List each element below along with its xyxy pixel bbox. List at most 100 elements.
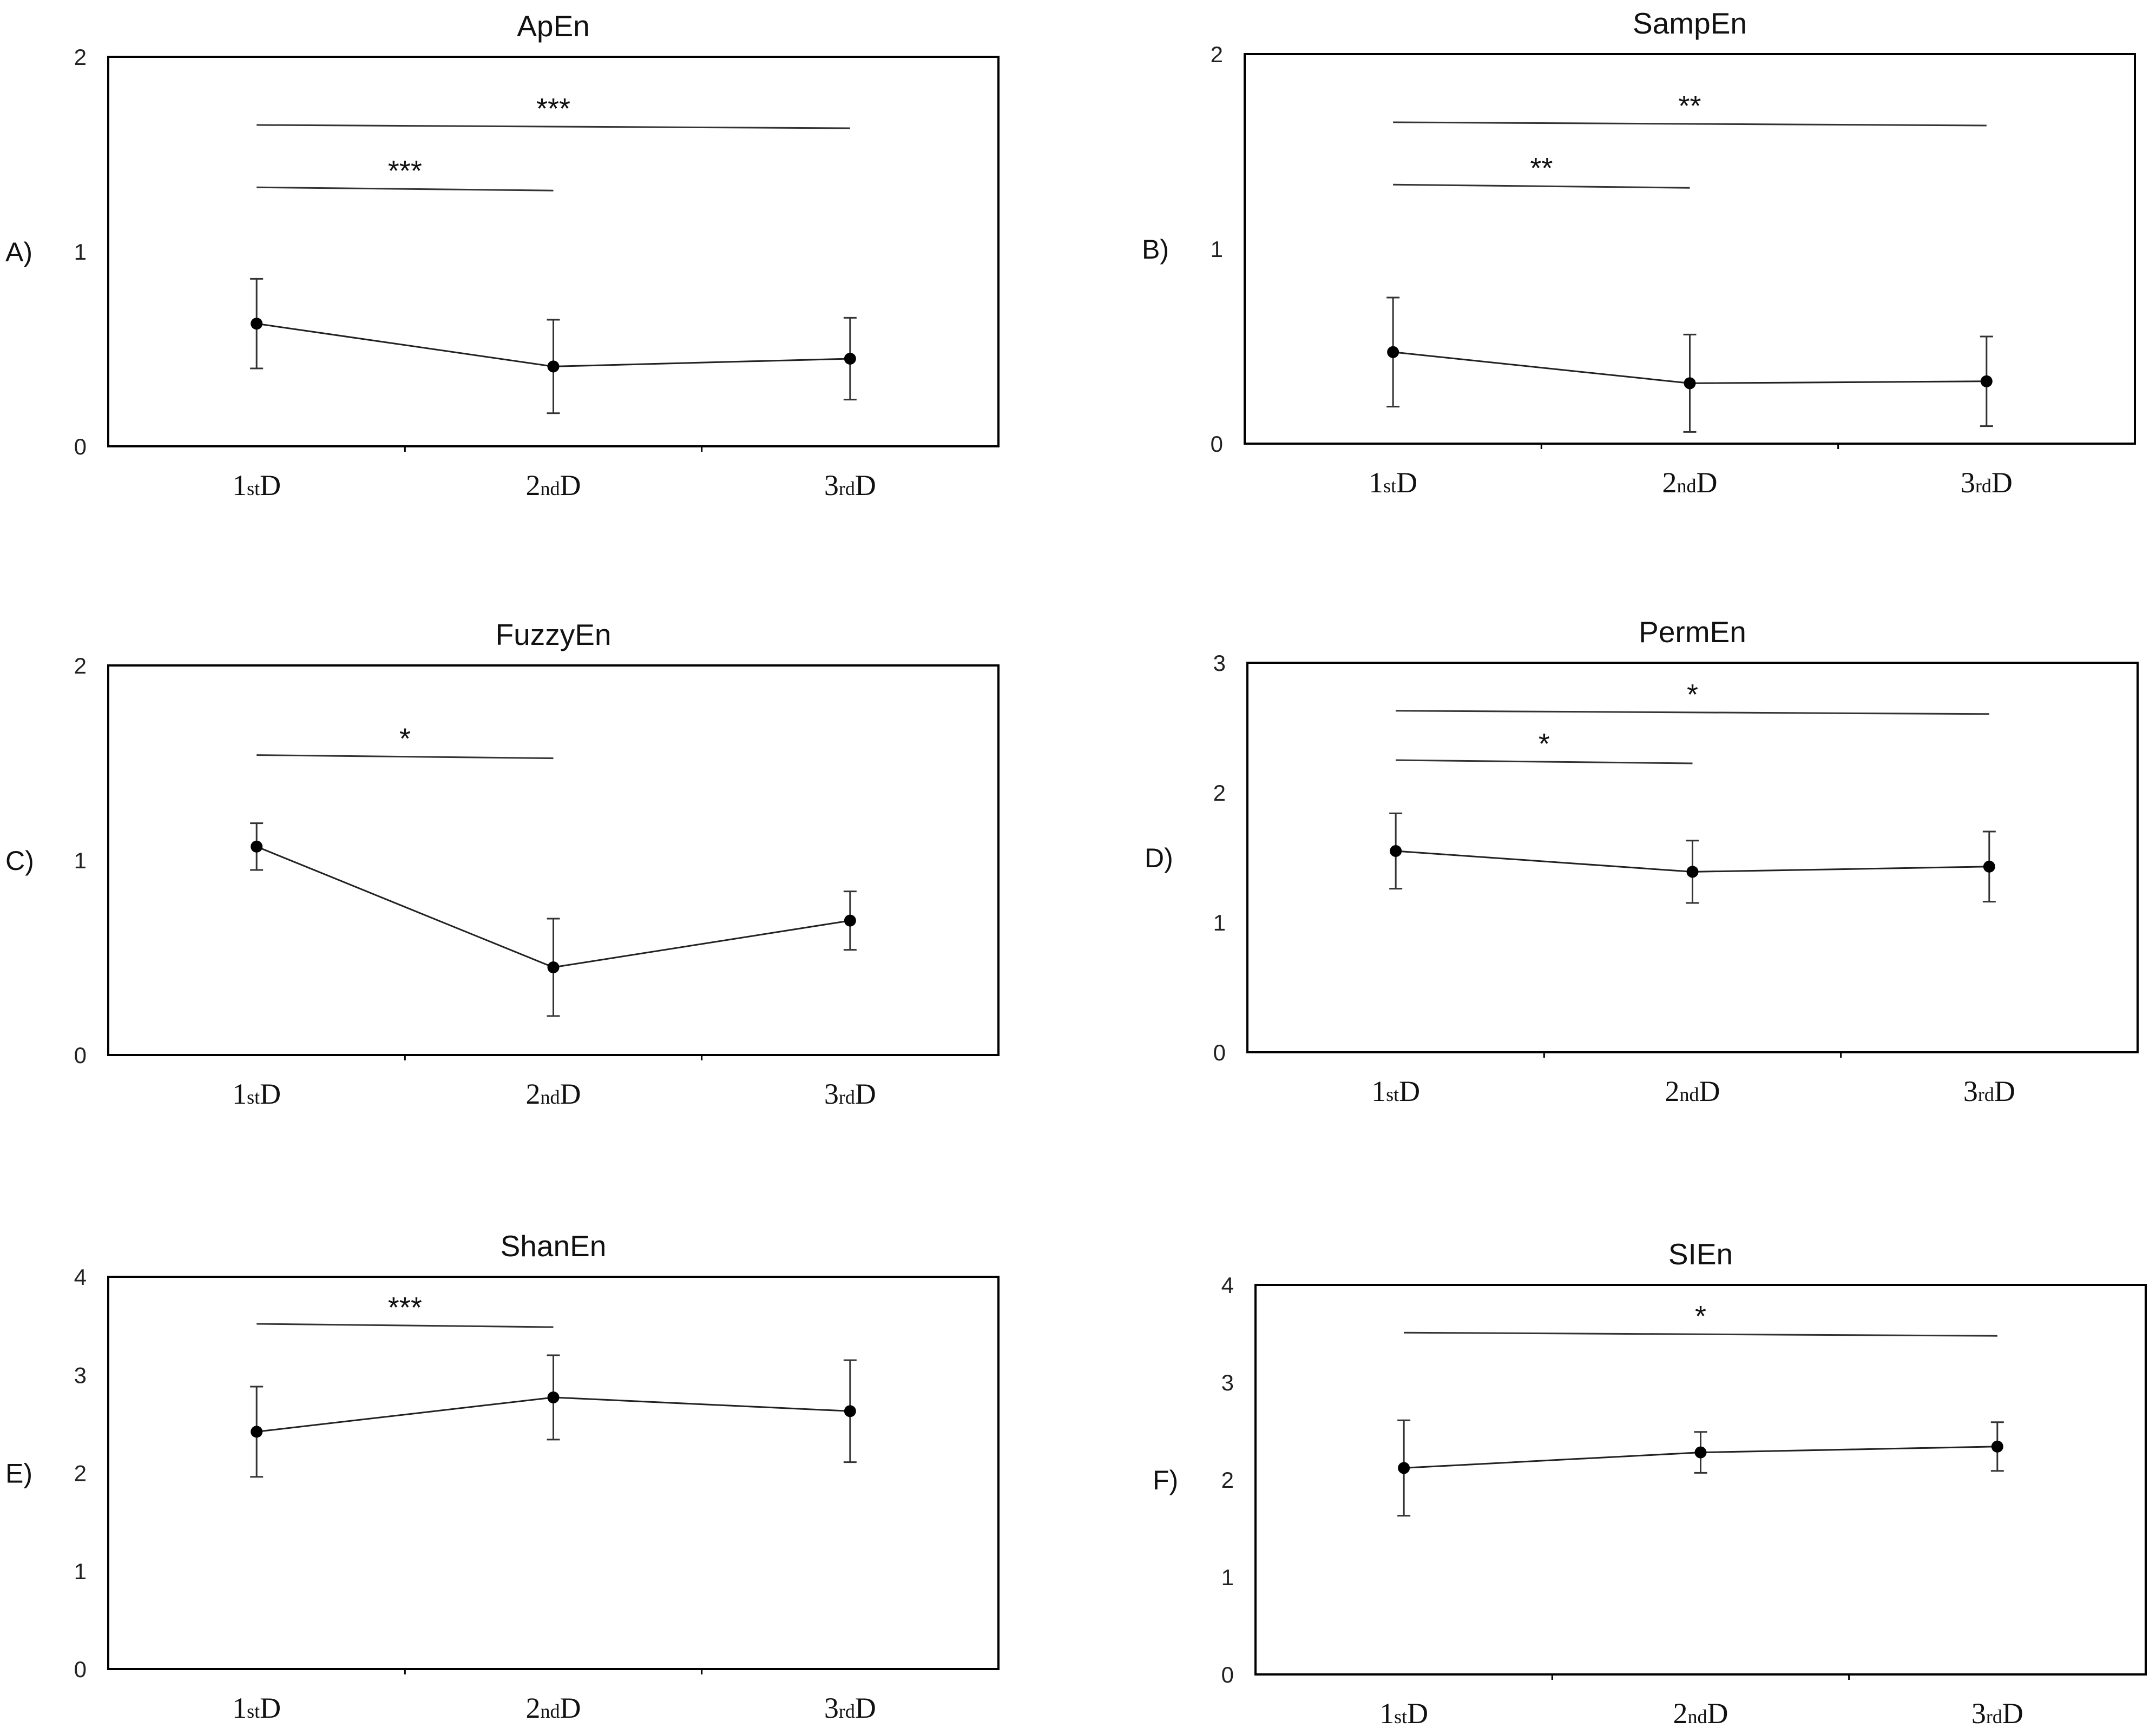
chart-d-ytick-label: 2 (1213, 780, 1226, 806)
chart-e: 0 1 2 3 4 ShanEn E) 1stD 2ndD 3rdD *** (5, 1229, 1000, 1724)
chart-d-panel-label: D) (1145, 843, 1173, 873)
chart-f-ytick-label: 4 (1221, 1272, 1234, 1298)
chart-d-ytick-label: 0 (1213, 1040, 1226, 1065)
chart-d-ytick-label: 3 (1213, 650, 1226, 676)
chart-c-title: FuzzyEn (496, 618, 612, 651)
chart-b-data-point (1387, 346, 1399, 358)
chart-c-ytick-label: 0 (74, 1043, 87, 1068)
chart-f-panel-label: F) (1153, 1465, 1178, 1495)
chart-f-ytick-label: 0 (1221, 1662, 1234, 1687)
chart-b-ytick-label: 0 (1211, 431, 1223, 457)
chart-b-significance-bar (1393, 121, 1987, 127)
chart-d-xtick-label: 1stD (1371, 1075, 1420, 1107)
chart-d-title: PermEn (1639, 615, 1746, 649)
chart-f-xtick-label: 3rdD (1971, 1697, 2023, 1728)
chart-c-ytick-label: 2 (74, 653, 87, 678)
chart-a-ytick-label: 1 (74, 239, 87, 265)
chart-d-xtick-label: 2ndD (1665, 1075, 1720, 1107)
chart-a-data-point (844, 353, 856, 365)
chart-f-ytick-label: 1 (1221, 1565, 1234, 1590)
chart-d-data-point (1390, 845, 1402, 857)
chart-d-significance-label: * (1687, 678, 1698, 711)
chart-f: 0 1 2 3 4 SIEn F) 1stD 2ndD 3rdD * (1153, 1237, 2147, 1728)
chart-c-xtick-label: 2ndD (526, 1078, 581, 1110)
chart-c-xtick-label: 3rdD (824, 1078, 876, 1110)
chart-d-xtick-label: 3rdD (1963, 1075, 2015, 1107)
chart-b-xtick-label: 1stD (1369, 466, 1417, 499)
chart-d-data-point (1983, 860, 1995, 873)
chart-c-data-point (844, 914, 856, 927)
chart-c-data-point (251, 840, 263, 853)
chart-a-data-point (251, 318, 263, 330)
chart-d-data-point (1686, 866, 1699, 878)
chart-b-panel-label: B) (1142, 234, 1169, 265)
chart-a-xtick-label: 3rdD (824, 469, 876, 502)
chart-f-data-point (1398, 1462, 1410, 1474)
chart-d-significance-bar (1396, 759, 1693, 764)
chart-e-ytick-label: 1 (74, 1559, 87, 1584)
chart-f-significance-label: * (1695, 1300, 1706, 1333)
chart-a-significance-label: *** (536, 93, 570, 125)
chart-d: 0 1 2 3 PermEn D) 1stD 2ndD 3rdD * * (1145, 615, 2139, 1107)
chart-b-significance-label: ** (1678, 90, 1701, 122)
chart-c: 0 1 2 FuzzyEn C) 1stD 2ndD 3rdD * (5, 618, 1000, 1110)
chart-b-significance-bar (1393, 183, 1690, 189)
chart-a-plot-frame (107, 56, 1000, 447)
chart-f-plot-frame (1254, 1284, 2147, 1676)
chart-a-ytick-label: 0 (74, 434, 87, 459)
chart-e-data-point (844, 1405, 856, 1417)
chart-d-significance-bar (1396, 710, 1989, 715)
chart-a-data-point (547, 360, 560, 373)
chart-d-significance-label: * (1539, 728, 1550, 760)
chart-b: 0 1 2 SampEn B) 1stD 2ndD 3rdD ** ** (1142, 6, 2136, 499)
chart-a-significance-bar (257, 186, 554, 192)
chart-f-xtick-label: 1stD (1379, 1697, 1428, 1728)
chart-c-ytick-label: 1 (74, 848, 87, 873)
chart-e-data-point (251, 1426, 263, 1438)
chart-a-xtick-label: 2ndD (526, 469, 581, 502)
chart-f-xtick-label: 2ndD (1673, 1697, 1728, 1728)
chart-f-ytick-label: 2 (1221, 1467, 1234, 1493)
chart-c-significance-bar (257, 754, 554, 760)
chart-e-title: ShanEn (501, 1229, 607, 1263)
chart-f-ytick-label: 3 (1221, 1370, 1234, 1395)
chart-b-title: SampEn (1633, 6, 1747, 40)
chart-f-data-point (1991, 1440, 2003, 1453)
chart-c-plot-frame (107, 664, 1000, 1056)
chart-b-significance-label: ** (1530, 152, 1553, 184)
chart-a-ytick-label: 2 (74, 44, 87, 70)
chart-c-panel-label: C) (5, 846, 34, 876)
chart-e-plot-frame (107, 1276, 1000, 1670)
chart-b-ytick-label: 2 (1211, 42, 1223, 67)
chart-a-title: ApEn (517, 9, 590, 43)
chart-a: 0 1 2 ApEn A) 1stD 2ndD 3rdD *** *** (5, 9, 1000, 502)
chart-f-significance-bar (1404, 1331, 1997, 1337)
chart-e-ytick-label: 2 (74, 1461, 87, 1486)
chart-e-significance-bar (257, 1323, 554, 1328)
chart-c-xtick-label: 1stD (232, 1078, 281, 1110)
chart-e-significance-label: *** (388, 1291, 422, 1324)
chart-c-significance-label: * (399, 723, 411, 755)
chart-e-xtick-label: 2ndD (526, 1692, 581, 1724)
chart-d-ytick-label: 1 (1213, 910, 1226, 935)
chart-b-xtick-label: 3rdD (1961, 466, 2013, 499)
chart-b-plot-frame (1244, 53, 2136, 445)
chart-b-xtick-label: 2ndD (1662, 466, 1718, 499)
chart-a-xtick-label: 1stD (232, 469, 281, 502)
chart-b-data-point (1684, 377, 1696, 390)
chart-e-ytick-label: 3 (74, 1362, 87, 1388)
chart-c-data-point (547, 961, 560, 973)
chart-e-xtick-label: 3rdD (824, 1692, 876, 1724)
chart-a-panel-label: A) (5, 237, 32, 267)
chart-e-panel-label: E) (5, 1459, 32, 1489)
chart-d-plot-frame (1246, 662, 2139, 1053)
chart-b-ytick-label: 1 (1211, 236, 1223, 262)
chart-e-xtick-label: 1stD (232, 1692, 281, 1724)
chart-e-data-point (547, 1391, 560, 1403)
chart-e-ytick-label: 0 (74, 1657, 87, 1682)
chart-a-significance-label: *** (388, 155, 422, 187)
chart-f-data-point (1694, 1446, 1707, 1459)
chart-a-significance-bar (257, 124, 850, 129)
